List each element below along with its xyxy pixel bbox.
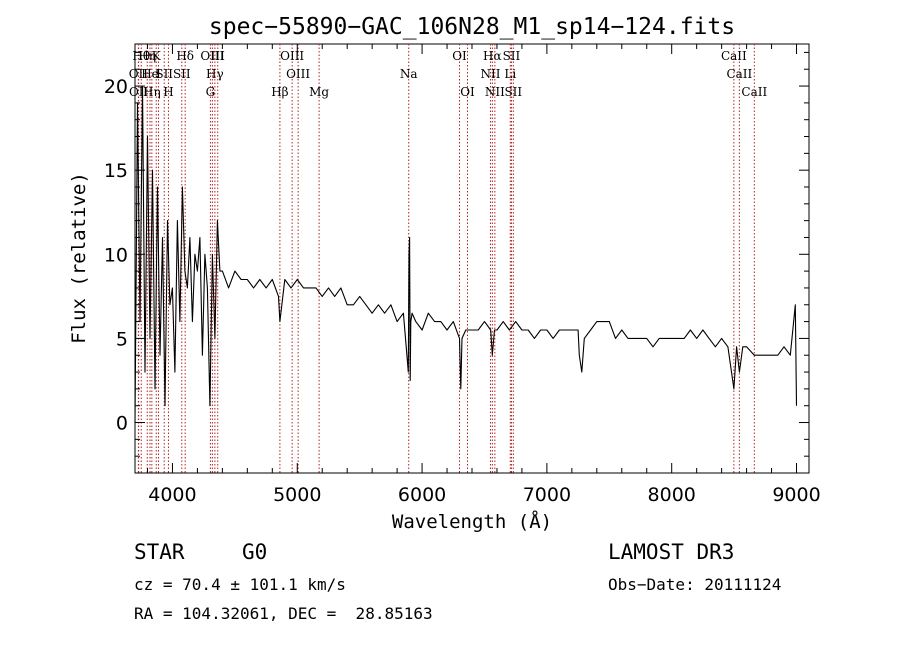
spectral-line-label: SII — [503, 49, 521, 63]
spectral-line-label: OI — [460, 85, 475, 99]
spectral-line-label: Hβ — [271, 85, 288, 99]
spectral-line-label: Hγ — [206, 67, 224, 81]
redshift-cz: cz = 70.4 ± 101.1 km/s — [134, 575, 346, 594]
spectral-line-label: OI — [452, 49, 467, 63]
spectral-line-label: SII — [504, 85, 522, 99]
spectral-line-label: H — [163, 85, 173, 99]
spectral-line-label: I — [156, 67, 161, 81]
spectral-line-label: CaII — [726, 67, 752, 81]
spectral-line-label: Hη — [143, 85, 161, 99]
observation-date: Obs−Date: 20111124 — [608, 575, 782, 594]
x-tick-label: 4000 — [148, 484, 196, 506]
spectral-line-label: Hδ — [176, 49, 194, 63]
spectral-line-label: OII — [129, 85, 149, 99]
x-tick-label: 5000 — [273, 484, 321, 506]
spectral-line-label: III — [211, 49, 225, 63]
x-tick-label: 8000 — [648, 484, 696, 506]
spectral-line-label: Hη — [138, 49, 156, 63]
y-tick-label: 20 — [104, 76, 128, 98]
spectral-line-label: NII — [480, 67, 500, 81]
x-axis-label: Wavelength (Å) — [392, 510, 552, 533]
spectral-line-markers — [137, 44, 755, 473]
plot-frame — [134, 43, 810, 474]
y-tick-label: 15 — [104, 160, 128, 182]
y-tick-label: 0 — [116, 413, 128, 435]
spectral-line-label: OII — [129, 67, 149, 81]
spectral-line-label: K — [152, 49, 162, 63]
spectral-line-label: Hα — [483, 49, 502, 63]
spectral-line-labels: HθOIIOIIHηHeHηKISIIHHδSIIOIIIHγGIIIHβOII… — [129, 49, 768, 99]
x-tick-label: 6000 — [398, 484, 446, 506]
spectral-line-label: NII — [485, 85, 505, 99]
axis-tick-labels: 4000 5000 6000 7000 8000 9000 0 5 10 15 20 — [104, 76, 821, 506]
spectral-line-label: Mg — [309, 85, 329, 99]
chart-title: spec−55890−GAC_106N28_M1_sp14−124.fits — [209, 14, 735, 40]
coordinates: RA = 104.32061, DEC = 28.85163 — [134, 604, 433, 623]
spectral-line-label: G — [206, 85, 216, 99]
survey-name: LAMOST DR3 — [608, 540, 735, 564]
spectral-line-label: CaII — [741, 85, 767, 99]
y-tick-label: 5 — [116, 328, 128, 350]
spectral-line-label: Li — [504, 67, 516, 81]
x-tick-label: 9000 — [772, 484, 820, 506]
spectral-line-label: CaII — [721, 49, 747, 63]
spectral-line-label: Na — [400, 67, 418, 81]
object-class: STAR — [134, 540, 185, 564]
spectral-line-label: OIII — [200, 49, 224, 63]
x-tick-label: 7000 — [523, 484, 571, 506]
axis-ticks — [135, 44, 809, 473]
spectral-line-label: SII — [155, 67, 173, 81]
object-subclass: G0 — [242, 540, 268, 564]
flux-series — [134, 85, 798, 423]
y-axis-label: Flux (relative) — [68, 172, 90, 344]
series-line-flux — [134, 85, 798, 423]
spectral-line-label: OIII — [280, 49, 304, 63]
spectral-line-label: SII — [173, 67, 191, 81]
spectral-line-label: He — [141, 67, 159, 81]
y-tick-label: 10 — [104, 244, 128, 266]
spectral-line-label: OIII — [286, 67, 310, 81]
